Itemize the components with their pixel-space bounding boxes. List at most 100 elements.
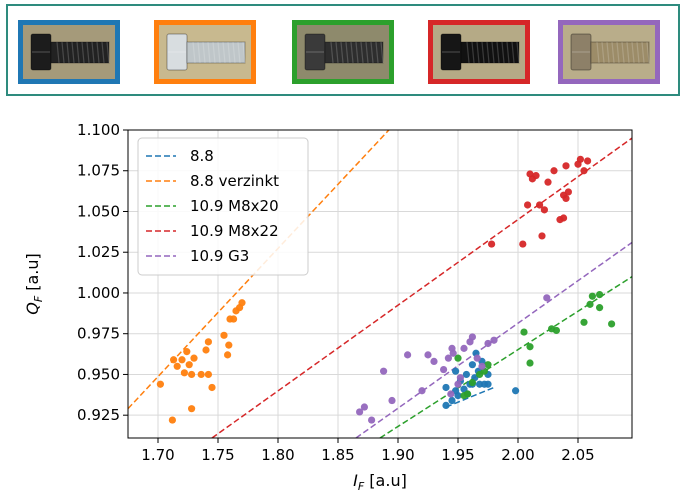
x-tick-label: 1.70: [141, 446, 174, 464]
data-point-series-4: [562, 194, 570, 203]
x-tick-label: 2.00: [501, 446, 534, 464]
y-tick-label: 1.100: [77, 121, 120, 139]
legend-label: 8.8 verzinkt: [190, 172, 279, 190]
bolt-icon: [440, 33, 520, 71]
x-tick-label: 1.85: [321, 446, 354, 464]
data-point-series-3: [596, 290, 604, 299]
fit-line-series-5: [355, 241, 632, 438]
y-tick-label: 0.950: [77, 365, 120, 383]
y-tick-label: 1.075: [77, 162, 120, 180]
data-point-series-2: [202, 346, 210, 354]
data-point-series-3: [454, 354, 462, 362]
data-point-series-3: [526, 359, 534, 367]
data-point-series-2: [230, 315, 238, 323]
plot-frame: [127, 129, 633, 439]
data-point-series-4: [544, 178, 552, 186]
data-point-series-5: [460, 344, 468, 352]
bolt-icon: [570, 33, 650, 71]
bolt-photo-3: [292, 20, 394, 84]
x-axis-label: IF [a.u]: [353, 471, 407, 491]
data-point-series-5: [440, 365, 448, 374]
y-tick-label: 1.025: [77, 243, 120, 261]
data-point-series-2: [238, 299, 246, 307]
legend-box: [137, 137, 309, 276]
data-point-series-5: [456, 374, 464, 382]
bolt-icon: [30, 33, 110, 71]
data-point-series-2: [197, 370, 205, 379]
data-point-series-2: [170, 356, 178, 364]
data-point-series-2: [204, 370, 212, 379]
data-point-series-5: [356, 408, 364, 416]
data-point-series-5: [478, 362, 486, 370]
data-point-series-4: [576, 155, 585, 163]
data-point-series-2: [173, 362, 181, 370]
data-point-series-2: [224, 351, 232, 359]
data-point-series-4: [580, 167, 588, 175]
data-point-series-2: [188, 405, 196, 413]
data-point-series-5: [380, 367, 388, 375]
data-point-series-5: [454, 380, 462, 388]
data-point-series-4: [564, 188, 573, 196]
x-tick-label: 1.75: [201, 446, 234, 464]
data-point-series-2: [208, 383, 216, 392]
data-point-series-2: [156, 380, 164, 388]
data-point-series-5: [473, 354, 481, 362]
data-point-series-3: [464, 390, 472, 398]
data-point-series-2: [188, 370, 196, 379]
data-point-series-4: [562, 162, 570, 170]
data-point-series-1: [452, 367, 460, 375]
y-tick-label: 0.975: [77, 325, 120, 343]
data-point-series-4: [540, 206, 549, 214]
legend-label: 10.9 M8x22: [190, 222, 279, 240]
data-point-series-1: [484, 380, 492, 388]
data-point-series-3: [588, 292, 597, 300]
bolt-photo-strip: [6, 4, 680, 96]
data-point-series-4: [488, 240, 496, 248]
y-tick-label: 0.925: [77, 406, 120, 424]
legend-label: 10.9 G3: [190, 247, 249, 265]
y-axis-label: QF [a.u]: [23, 253, 45, 315]
bolt-icon: [304, 33, 384, 71]
data-point-series-5: [468, 333, 476, 341]
data-point-series-4: [584, 157, 592, 165]
data-point-series-3: [580, 318, 588, 326]
data-point-series-4: [560, 214, 568, 222]
bolt-icon: [166, 33, 246, 71]
data-point-series-5: [444, 354, 452, 362]
data-point-series-3: [526, 343, 534, 351]
legend-label: 8.8: [190, 147, 214, 165]
fit-line-series-3: [379, 276, 632, 438]
data-point-series-5: [388, 396, 396, 405]
data-point-series-1: [511, 387, 520, 395]
data-point-series-2: [185, 361, 193, 369]
data-point-series-5: [449, 349, 457, 357]
data-point-series-3: [608, 320, 616, 328]
x-tick-label: 2.05: [561, 446, 594, 464]
data-point-series-4: [538, 232, 546, 240]
data-point-series-5: [418, 387, 426, 395]
y-tick-label: 1.000: [77, 284, 120, 302]
data-point-series-5: [424, 351, 432, 359]
data-point-series-5: [490, 336, 498, 344]
data-point-series-3: [596, 304, 604, 312]
data-point-series-1: [462, 370, 470, 379]
data-point-series-2: [220, 331, 228, 339]
data-point-series-3: [484, 361, 492, 369]
data-point-series-4: [519, 240, 527, 248]
legend-label: 10.9 M8x20: [190, 197, 279, 215]
data-point-series-4: [536, 201, 544, 209]
bolt-photo-5: [558, 20, 660, 84]
bolt-photo-1: [18, 20, 120, 84]
data-point-series-3: [552, 326, 561, 335]
data-point-series-1: [442, 401, 450, 410]
data-point-series-2: [183, 348, 191, 356]
data-point-series-3: [586, 300, 594, 308]
axis-ticks: 1.70 1.75 1.80 1.85 1.90 1.95 2.00 2.05 0.925 0.9…: [77, 121, 595, 464]
data-point-series-5: [368, 416, 376, 424]
data-point-series-2: [204, 338, 212, 346]
legend: 8.8 8.8 verzinkt 10.9 M8x20 10.9 M8x22 10.9 …: [137, 137, 309, 276]
data-point-series-1: [442, 383, 450, 392]
y-tick-label: 1.050: [77, 202, 120, 220]
x-tick-label: 1.95: [441, 446, 474, 464]
data-points: [156, 155, 616, 424]
